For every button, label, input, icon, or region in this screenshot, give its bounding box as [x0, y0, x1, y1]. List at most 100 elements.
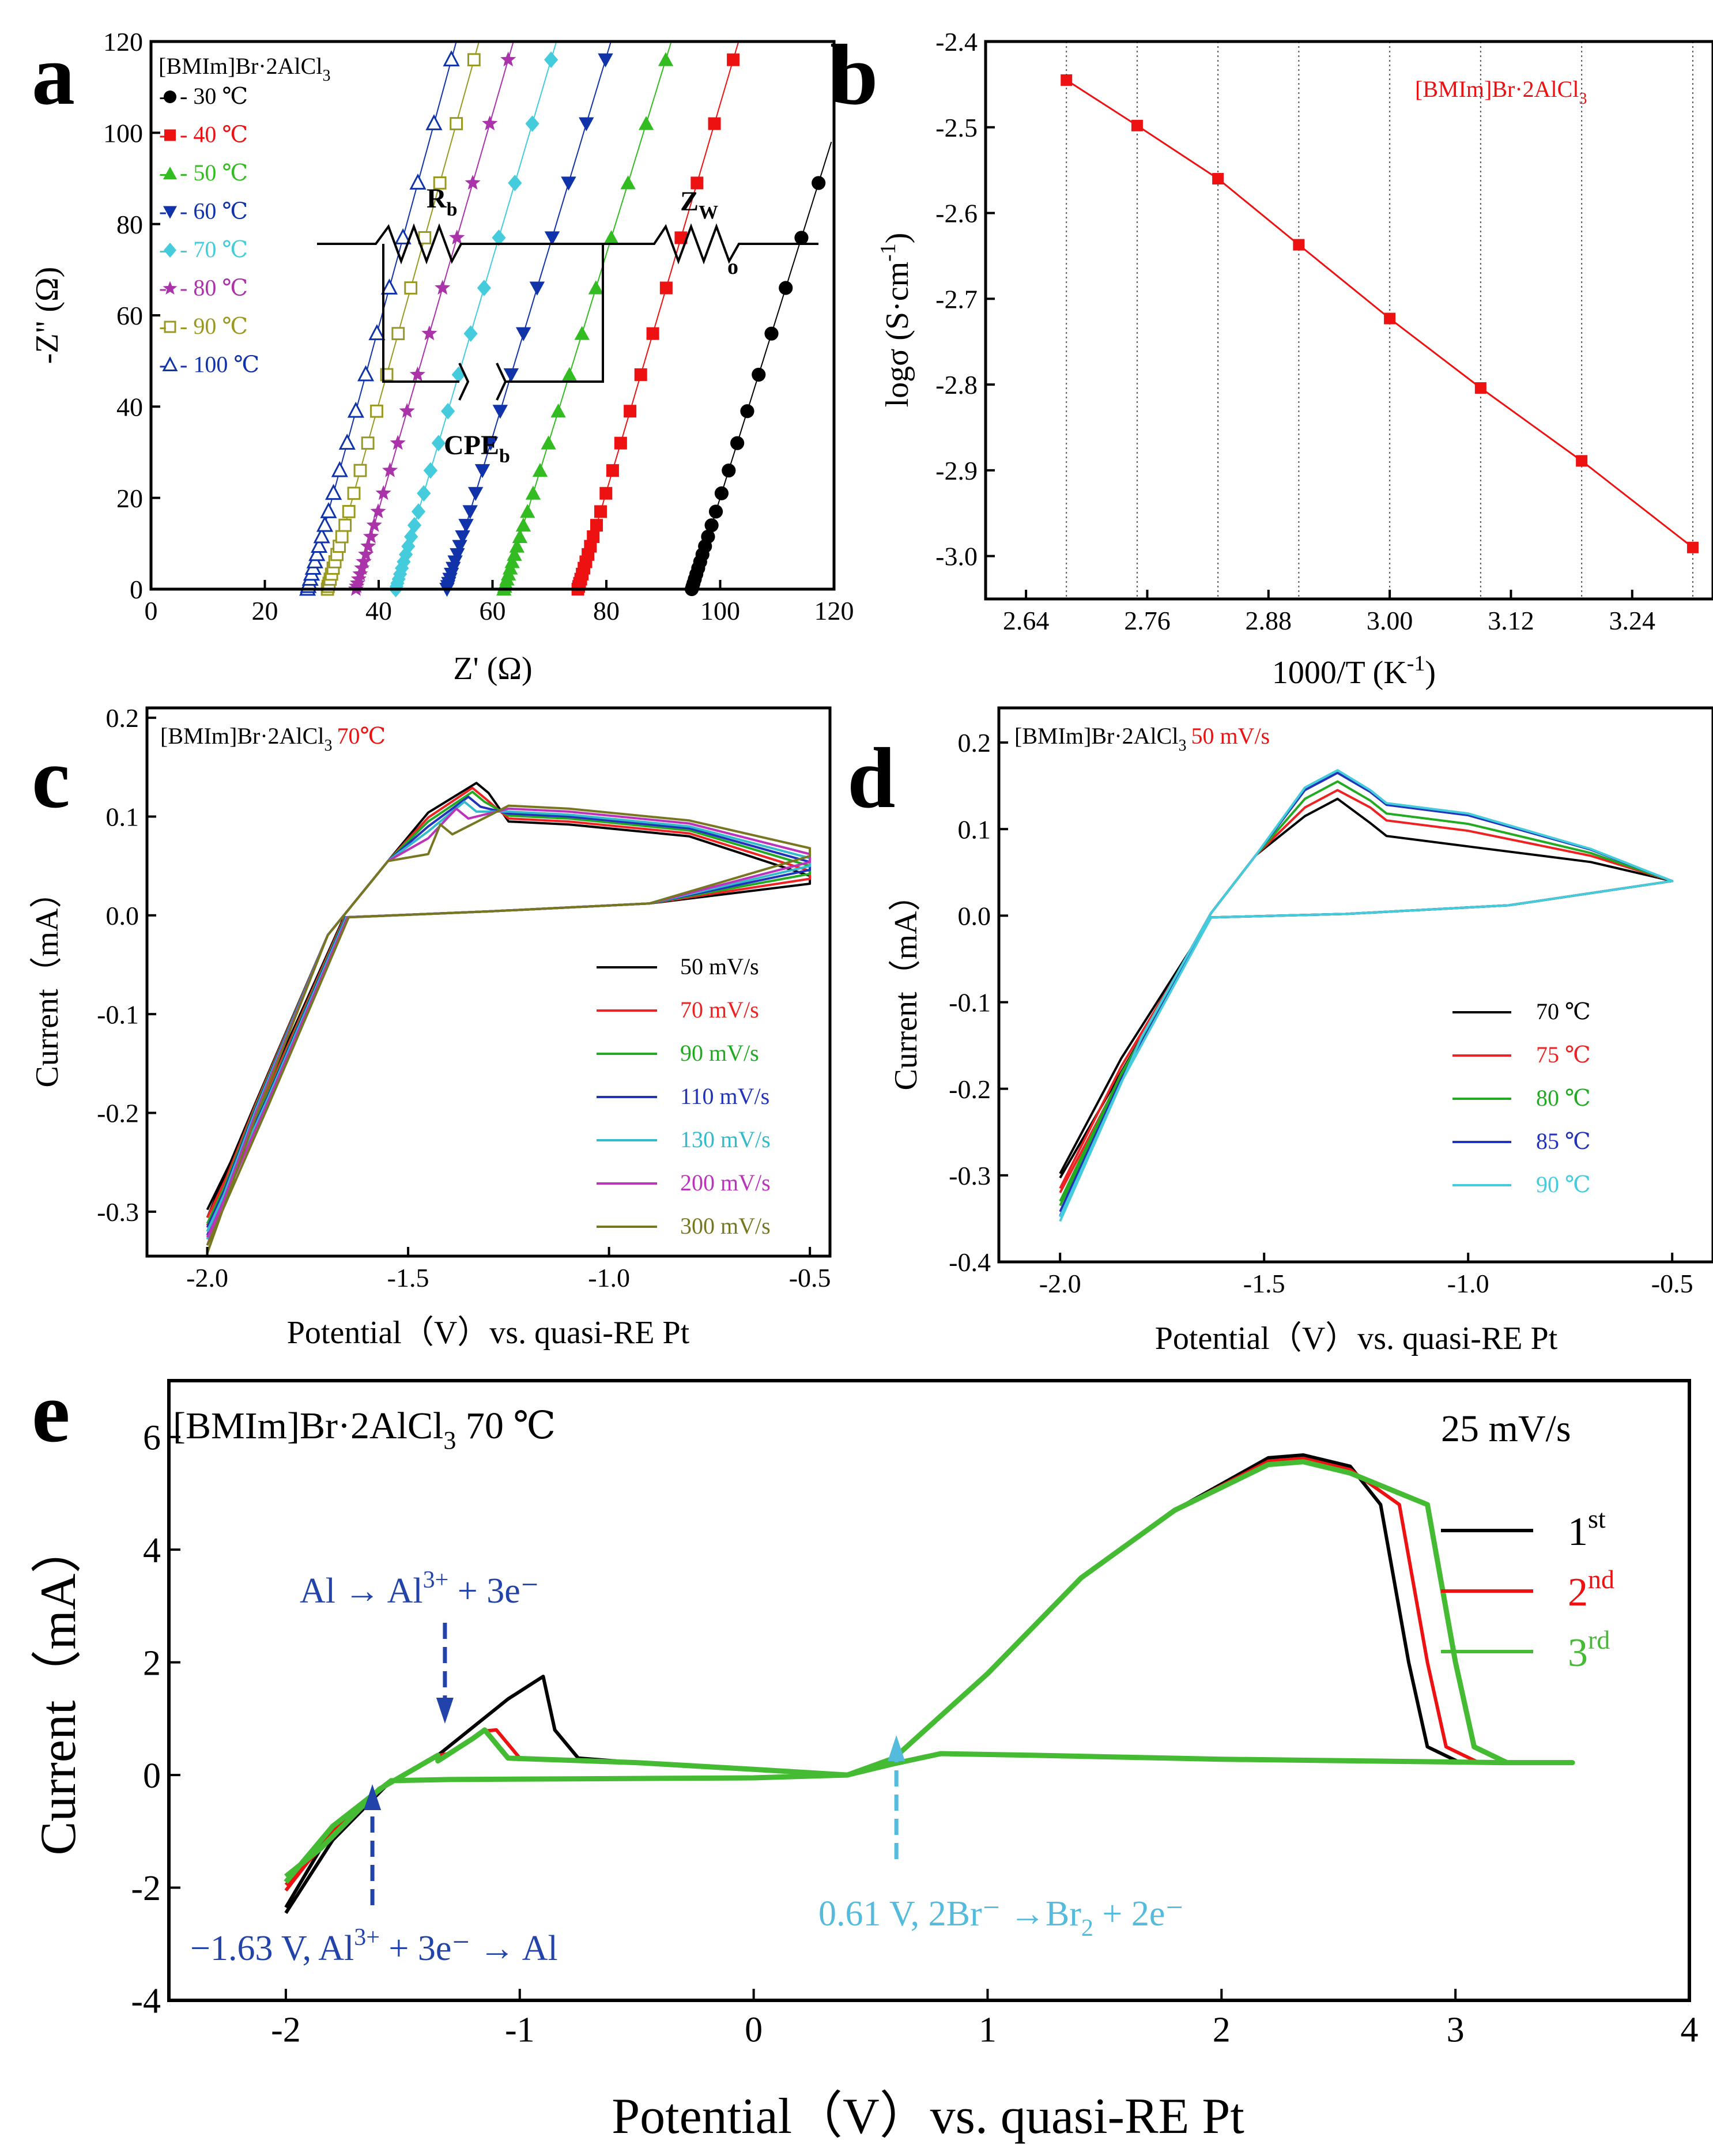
data-point [449, 229, 465, 244]
data-point [492, 229, 506, 246]
data-point [358, 546, 374, 561]
panel-d-legend-entry: 90 ℃ [1452, 1171, 1591, 1197]
circuit-label-o: o [727, 255, 738, 279]
data-point [550, 404, 566, 418]
panel-b-y-tick-label: -2.6 [935, 199, 978, 228]
data-point [338, 434, 356, 450]
panel-c-plot [206, 782, 812, 1254]
legend-dash: - [159, 83, 167, 109]
panel-c-legend-entry: 90 mV/s [597, 1040, 759, 1066]
legend-ordinal-sup: st [1588, 1504, 1606, 1533]
panel-d-legend-label: 90 ℃ [1536, 1171, 1591, 1197]
panel-d-series-line [1059, 769, 1674, 1222]
annotation-arrowhead [436, 1698, 454, 1724]
panel-e-y-tick-label: 6 [143, 1418, 161, 1457]
legend-dash: - [159, 160, 167, 186]
panel-a-fit-line [355, 41, 514, 590]
circuit-label-rb: Rb [427, 183, 458, 220]
panel-e-x-tick-label: -2 [271, 2010, 301, 2049]
panel-d-x-tick-label: -1.0 [1447, 1269, 1489, 1298]
panel-b-frame [984, 40, 1713, 601]
data-point [450, 117, 463, 130]
data-point [525, 115, 539, 132]
panel-c-y-tick-label: 0.1 [106, 802, 139, 832]
data-point [433, 176, 447, 190]
data-point [331, 461, 348, 477]
panel-d-y-tick-label: -0.3 [949, 1161, 991, 1190]
panel-e-axes: -2 -1 0 1 2 3 4 6 4 2 0 -2 -4 [131, 1418, 1698, 2049]
panel-a-series-8 [299, 41, 460, 596]
panel-c-x-tick-label: -1.0 [588, 1263, 630, 1292]
panel-a-series-4 [439, 41, 613, 597]
panel-e-legend-entry: 3rd [1441, 1625, 1610, 1675]
panel-c-y-label: Current（mA） [29, 876, 65, 1087]
panel-b-x-tick-label: 2.64 [1003, 606, 1050, 635]
data-point [353, 463, 367, 477]
data-point [380, 278, 398, 295]
panel-d-legend-entry: 80 ℃ [1452, 1085, 1591, 1111]
data-point [316, 515, 334, 532]
panel-c-legend-label: 130 mV/s [680, 1126, 771, 1152]
data-point [525, 485, 541, 500]
panel-c-legend-entry: 110 mV/s [597, 1083, 769, 1109]
panel-c-frame [145, 706, 832, 1258]
panel-d-axes: -2.0 -1.5 -1.0 -0.5 0.2 0.1 0.0 -0.1 -0.2 -0.3 -0.… [949, 728, 1693, 1298]
panel-a-x-tick-label: 80 [593, 596, 620, 625]
data-point [409, 173, 427, 190]
panel-a-data-points [299, 41, 832, 598]
data-point [646, 327, 659, 340]
panel-b-data-point [1686, 541, 1699, 553]
panel-a-series-7 [320, 41, 481, 596]
panel-b-data-point [1293, 239, 1305, 251]
data-point [532, 462, 548, 477]
equivalent-circuit [317, 223, 818, 401]
data-point [411, 503, 426, 520]
panel-b-y-tick-label: -3.0 [935, 542, 978, 571]
circuit-cpe-branch [382, 244, 604, 401]
circuit-main-wire [317, 223, 818, 265]
legend-dash: - [159, 352, 167, 378]
data-point [375, 485, 391, 500]
panel-a-legend-entry: -- 60 ℃ [159, 198, 248, 224]
panel-e-legend-label: 3rd [1568, 1625, 1610, 1675]
legend-ordinal-sup: nd [1588, 1565, 1614, 1594]
panel-c-legend-label: 50 mV/s [680, 953, 759, 979]
data-point [441, 402, 455, 420]
panel-b-plot [1061, 42, 1699, 599]
data-point [722, 463, 736, 478]
data-point [401, 538, 416, 555]
panel-b-axes: 2.64 2.76 2.88 3.00 3.12 3.24 -2.4 -2.5 -2.6 -2.7… [935, 27, 1655, 635]
data-point [659, 281, 673, 295]
data-point [477, 280, 491, 296]
data-point [370, 503, 386, 518]
data-point [404, 281, 418, 295]
data-point [691, 176, 704, 190]
panel-b-y-label: logσ (S·cm-1) [876, 233, 915, 408]
data-point [588, 280, 604, 295]
data-point [812, 176, 826, 190]
panel-a-x-tick-label: 20 [252, 596, 278, 625]
panel-e-legend-label: 1st [1568, 1504, 1606, 1554]
data-point [482, 115, 498, 131]
panel-d-legend-label: 70 ℃ [1536, 998, 1591, 1024]
panel-b-y-tick-label: -2.7 [935, 284, 978, 314]
panel-a-y-tick-label: 60 [116, 301, 143, 330]
panel-e: e [BMIm]Br·2AlCl3 70 ℃ 25 mV/s 1st2nd3rd… [31, 1365, 1699, 2144]
data-point [727, 53, 740, 66]
panel-a-legend-entry: -- 50 ℃ [159, 160, 248, 186]
panel-c-legend-entry: 70 mV/s [597, 997, 759, 1023]
panel-a-x-label: Z' (Ω) [453, 651, 532, 687]
panel-c-axes: -2.0 -1.5 -1.0 -0.5 0.2 0.1 0.0 -0.1 -0.2 -0.3 [97, 703, 831, 1292]
panel-c-legend-entry: 300 mV/s [597, 1213, 771, 1239]
data-point [308, 545, 326, 561]
panel-d-y-tick-label: 0.1 [958, 815, 991, 844]
panel-c-y-tick-label: -0.3 [97, 1197, 139, 1227]
data-point [544, 231, 560, 246]
panel-a-legend-label: - 90 ℃ [180, 313, 248, 339]
panel-b-y-tick-label: -2.8 [935, 370, 978, 399]
data-point [450, 548, 465, 563]
data-point [163, 167, 177, 179]
data-point [614, 436, 627, 450]
panel-e-x-tick-label: 1 [979, 2010, 997, 2049]
panel-a-x-tick-label: 100 [700, 596, 740, 625]
